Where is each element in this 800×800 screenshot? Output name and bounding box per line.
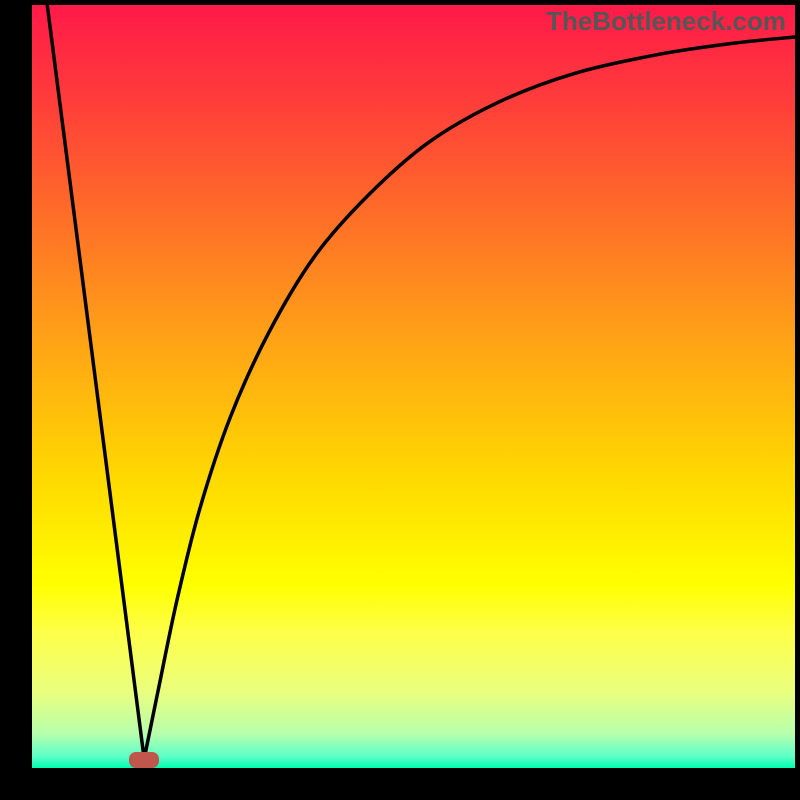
watermark-text: TheBottleneck.com <box>546 6 786 37</box>
optimum-marker <box>129 752 159 768</box>
curve-svg <box>32 5 795 768</box>
chart-container: TheBottleneck.com <box>0 0 800 800</box>
bottleneck-curve <box>47 5 795 759</box>
plot-area <box>32 5 795 768</box>
